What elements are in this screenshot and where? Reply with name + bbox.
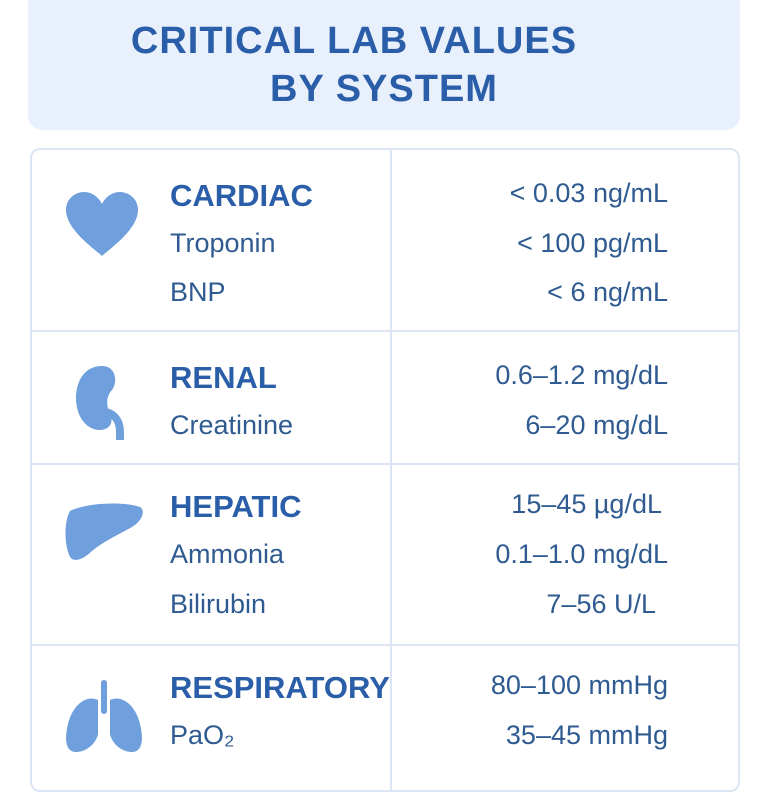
row-divider: [32, 463, 738, 465]
lab-name: PaO₂: [170, 720, 235, 750]
lab-name: Troponin: [170, 228, 276, 258]
lab-value: 35–45 mmHg: [505, 720, 668, 750]
liver-icon: [65, 503, 143, 560]
row-divider: [32, 330, 738, 332]
lab-name: Ammonia: [170, 539, 285, 569]
page-title-line-1: CRITICAL LAB VALUES: [130, 20, 578, 62]
lab-value: 7–56 U/L: [546, 589, 656, 619]
lungs-icon: [66, 680, 142, 752]
lab-value: < 100 pg/mL: [517, 228, 668, 258]
page-title-line-2: BY SYSTEM: [270, 68, 498, 110]
system-name: RENAL: [170, 360, 277, 395]
lab-name: BNP: [170, 277, 226, 307]
lab-value: 0.1–1.0 mg/dL: [495, 539, 668, 569]
lab-value: 80–100 mmHg: [490, 670, 668, 700]
lab-value: < 0.03 ng/mL: [509, 178, 668, 208]
lab-values-table: CARDIAC Troponin BNP < 0.03 ng/mL < 100 …: [30, 148, 740, 792]
system-name: CARDIAC: [170, 178, 313, 213]
column-divider: [390, 150, 392, 790]
lab-value: < 6 ng/mL: [547, 277, 668, 307]
lab-value: 15–45 µg/dL: [511, 489, 662, 519]
lab-name: Bilirubin: [170, 589, 267, 619]
heart-icon: [66, 192, 138, 256]
kidney-icon: [76, 366, 124, 440]
title-banner: CRITICAL LAB VALUES BY SYSTEM: [28, 0, 740, 130]
lab-value: 6–20 mg/dL: [525, 410, 668, 440]
lab-name: Creatinine: [170, 410, 294, 440]
lab-value: 0.6–1.2 mg/dL: [495, 360, 668, 390]
system-name: RESPIRATORY: [170, 670, 390, 705]
system-name: HEPATIC: [170, 489, 302, 524]
row-divider: [32, 644, 738, 646]
